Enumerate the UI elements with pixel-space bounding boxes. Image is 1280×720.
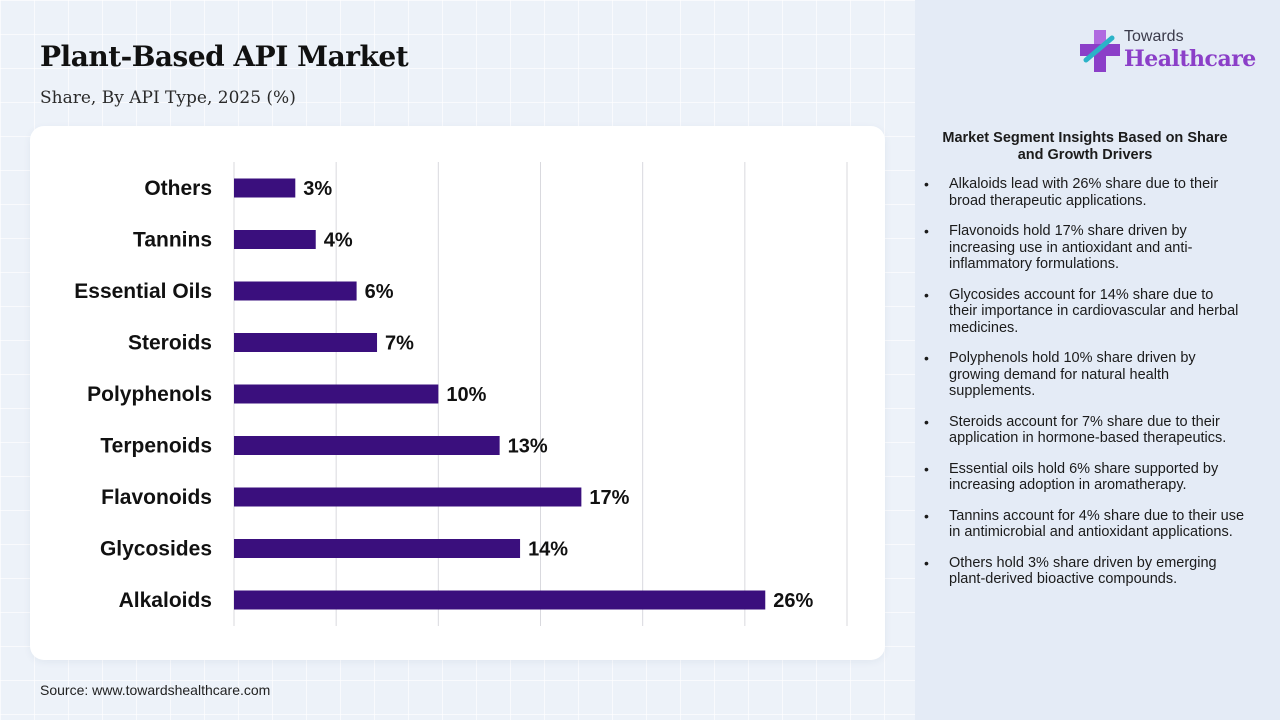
- bar: [234, 230, 316, 249]
- medical-cross-icon: [1080, 30, 1120, 72]
- bar-chart: Others 3% Tannins 4% Essential Oils 6% Steroid…: [74, 162, 848, 626]
- category-label: Polyphenols: [87, 383, 212, 406]
- logo-main-text: Healthcare: [1124, 46, 1256, 72]
- bar: [234, 178, 296, 198]
- value-label: 26%: [773, 590, 813, 612]
- page-title: Plant-Based API Market: [40, 40, 409, 73]
- bar: [234, 281, 357, 301]
- source-note: Source: www.towardshealthcare.com: [40, 682, 271, 698]
- chart-card: Others 3% Tannins 4% Essential Oils 6% Steroid…: [30, 126, 885, 660]
- insight-item: Flavonoids hold 17% share driven by incr…: [922, 223, 1244, 273]
- bar: [234, 487, 582, 507]
- page-subtitle: Share, By API Type, 2025 (%): [40, 88, 296, 108]
- value-label: 3%: [303, 178, 332, 200]
- value-label: 17%: [589, 487, 629, 509]
- value-label: 14%: [528, 539, 568, 561]
- value-label: 13%: [508, 436, 548, 458]
- insight-item: Glycosides account for 14% share due to …: [922, 287, 1244, 337]
- insights-title: Market Segment Insights Based on Share a…: [942, 130, 1228, 163]
- category-label: Alkaloids: [119, 589, 212, 612]
- category-label: Tannins: [133, 229, 212, 252]
- insight-item: Polyphenols hold 10% share driven by gro…: [922, 350, 1244, 400]
- category-label: Flavonoids: [101, 486, 212, 509]
- bar: [234, 590, 766, 610]
- insight-item: Essential oils hold 6% share supported b…: [922, 461, 1244, 494]
- bar: [234, 436, 500, 455]
- insight-item: Alkaloids lead with 26% share due to the…: [922, 176, 1244, 209]
- logo-top-text: Towards: [1124, 28, 1184, 45]
- category-label: Steroids: [128, 332, 212, 355]
- category-label: Terpenoids: [100, 435, 212, 458]
- insight-item: Tannins account for 4% share due to thei…: [922, 508, 1244, 541]
- value-label: 6%: [365, 281, 394, 303]
- category-label: Others: [144, 177, 212, 200]
- category-label: Essential Oils: [74, 280, 212, 303]
- insight-item: Steroids account for 7% share due to the…: [922, 414, 1244, 447]
- bar: [234, 384, 439, 404]
- bar: [234, 333, 378, 352]
- insights-list: Alkaloids lead with 26% share due to the…: [922, 176, 1244, 602]
- bar: [234, 539, 521, 558]
- insight-item: Others hold 3% share driven by emerging …: [922, 555, 1244, 588]
- brand-logo: Towards Healthcare: [1080, 28, 1260, 78]
- value-label: 7%: [385, 333, 414, 355]
- value-label: 4%: [324, 230, 353, 252]
- category-label: Glycosides: [100, 538, 212, 561]
- value-label: 10%: [446, 384, 486, 406]
